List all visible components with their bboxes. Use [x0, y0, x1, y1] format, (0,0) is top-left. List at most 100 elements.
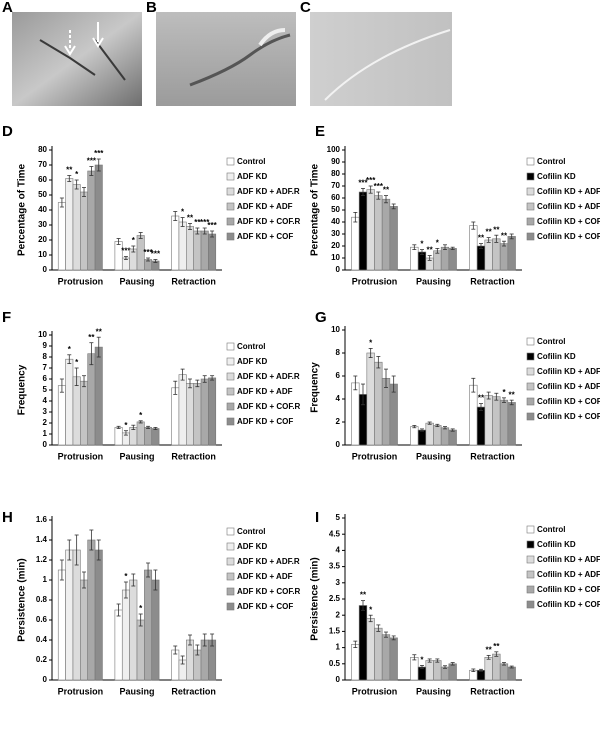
bar: [410, 657, 419, 681]
bar: [186, 639, 194, 681]
significance: ***: [121, 247, 131, 256]
bar: [80, 380, 89, 446]
y-tick-label: 0: [43, 675, 48, 684]
bar: [114, 427, 123, 446]
significance: **: [501, 231, 508, 240]
bar: [476, 669, 486, 681]
legend-label: Cofilin KD: [537, 352, 576, 361]
bar: [351, 382, 360, 446]
bar: [87, 170, 96, 271]
y-tick-label: 2: [43, 418, 48, 427]
panel-label: D: [2, 123, 13, 140]
significance: ***: [94, 149, 104, 158]
x-tick-label: Protrusion: [58, 451, 104, 461]
y-axis-label: Persistence (min): [17, 558, 28, 641]
significance: **: [493, 225, 500, 234]
significance: *: [502, 388, 506, 397]
significance: **: [486, 645, 493, 654]
significance: ***: [151, 250, 161, 259]
significance: *: [139, 411, 143, 420]
bar: [417, 429, 427, 446]
legend-swatch: [526, 172, 535, 181]
bar: [87, 539, 96, 681]
y-tick-label: 4: [43, 396, 48, 405]
y-tick-label: 8: [43, 352, 48, 361]
significance: *: [181, 208, 185, 217]
y-tick-label: 60: [38, 175, 47, 184]
y-tick-label: 70: [38, 160, 47, 169]
legend-swatch: [226, 217, 235, 226]
significance: **: [427, 246, 434, 255]
bar: [469, 225, 478, 271]
bar: [200, 378, 209, 446]
significance: *: [132, 236, 136, 245]
legend-label: Control: [237, 527, 265, 536]
chart: F 0 1 2 3 4 5 6 7 8 9 10 Frequency Protrusion Pausing R…: [2, 309, 301, 461]
legend-label: ADF KD + ADF.R: [237, 187, 300, 196]
legend-swatch: [526, 367, 535, 376]
y-tick-label: 4.5: [329, 529, 341, 538]
bar: [366, 618, 375, 681]
significance: *: [420, 240, 424, 249]
legend-swatch: [226, 372, 235, 381]
bar: [178, 374, 187, 446]
y-tick-label: 0: [43, 440, 48, 449]
bar: [136, 619, 145, 681]
bar: [80, 191, 89, 271]
y-tick-label: 1.5: [329, 627, 341, 636]
y-tick-label: 5: [336, 513, 341, 522]
x-tick-label: Retraction: [470, 276, 515, 286]
chart: E 0 10 20 30 40 50 60 70 80 90 100 Percentage of Tim…: [310, 123, 600, 286]
legend-swatch: [226, 602, 235, 611]
legend-label: ADF KD + COF: [237, 602, 293, 611]
bar: [171, 649, 180, 681]
bar: [208, 377, 217, 446]
y-tick-label: 2: [336, 417, 341, 426]
chart: H 0 0.2 0.4 0.6 0.8 1 1.2 1.4 1.6 Persistence (min…: [2, 509, 301, 696]
y-tick-label: 3: [43, 407, 48, 416]
legend-swatch: [526, 600, 535, 609]
bar: [94, 549, 103, 681]
bar: [440, 427, 450, 446]
y-tick-label: 100: [327, 145, 341, 154]
y-tick-label: 70: [331, 181, 340, 190]
bar: [65, 549, 74, 681]
bar: [144, 569, 153, 681]
legend-swatch: [526, 217, 535, 226]
bar: [381, 198, 391, 271]
legend-swatch: [526, 525, 535, 534]
significance: **: [194, 218, 201, 227]
bar: [484, 239, 493, 271]
legend-label: Cofilin KD + COF: [537, 600, 600, 609]
significance: **: [509, 390, 516, 399]
y-tick-label: 1: [336, 643, 341, 652]
chart: I 0 0.5 1 1.5 2 2.5 3 3.5 4 4.5 5 Persistence (min) P…: [310, 509, 600, 696]
significance: *: [436, 239, 440, 248]
bar: [425, 422, 434, 446]
legend-label: ADF KD + COF.R: [237, 402, 301, 411]
significance: **: [96, 327, 103, 336]
significance: **: [478, 234, 485, 243]
significance: **: [486, 228, 493, 237]
legend-label: Cofilin KD + ADF: [537, 382, 600, 391]
x-tick-label: Retraction: [171, 686, 216, 696]
legend-swatch: [526, 397, 535, 406]
bar: [171, 387, 180, 446]
y-tick-label: 10: [38, 330, 47, 339]
y-tick-label: 10: [38, 250, 47, 259]
y-tick-label: 0.5: [329, 659, 341, 668]
bar: [410, 246, 419, 271]
bar: [65, 358, 74, 446]
kymograph-c: [310, 12, 452, 106]
legend-label: Cofilin KD + COF: [537, 232, 600, 241]
bar: [178, 221, 187, 271]
bar: [57, 569, 66, 681]
y-tick-label: 6: [43, 374, 48, 383]
legend-label: Control: [537, 337, 565, 346]
bar: [208, 233, 217, 271]
legend-swatch: [226, 342, 235, 351]
significance: *: [124, 421, 128, 430]
y-tick-label: 80: [331, 169, 340, 178]
bar: [72, 549, 81, 681]
